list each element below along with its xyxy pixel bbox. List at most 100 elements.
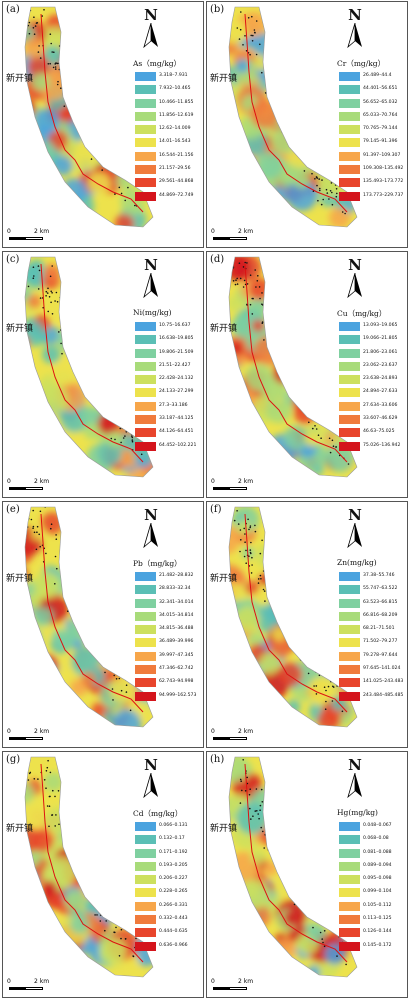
legend-item: 0.132–0.17 — [135, 834, 203, 847]
scale-distance: 2 km — [34, 728, 50, 735]
legend-range: 0.095–0.098 — [363, 876, 392, 882]
legend-item: 7.932–10.465 — [135, 84, 203, 97]
legend-swatch — [339, 861, 360, 871]
legend-item: 66.816–68.209 — [339, 611, 407, 624]
legend-swatch — [339, 665, 360, 675]
north-label: N — [348, 6, 362, 24]
legend-item: 0.171–0.192 — [135, 848, 203, 861]
legend-item: 75.026–136.942 — [339, 441, 407, 454]
legend-item: 44.401–56.651 — [339, 84, 407, 97]
legend-item: 0.444–0.635 — [135, 927, 203, 940]
map-panel-7: (g) 新开镇 N Cd（mg/kg） 0.066–0.131 0.132–0.17 0.1… — [2, 751, 204, 998]
legend-item: 79.145–91.396 — [339, 137, 407, 150]
legend-swatch — [135, 941, 156, 951]
legend-item: 68.21–71.501 — [339, 624, 407, 637]
legend-range: 44.869–72.749 — [159, 192, 194, 198]
legend-swatch — [339, 691, 360, 701]
north-arrow-icon: N — [139, 758, 163, 799]
town-label: 新开镇 — [6, 574, 34, 584]
legend-swatch — [339, 915, 360, 925]
legend-swatch — [339, 85, 360, 95]
legend-item: 12.62–14.009 — [135, 124, 203, 137]
legend-item: 37.38–55.746 — [339, 571, 407, 584]
legend-range: 0.145–0.172 — [363, 942, 392, 948]
scale-zero: 0 — [7, 478, 11, 485]
scale-zero: 0 — [7, 228, 11, 235]
legend-item: 79.278–97.644 — [339, 651, 407, 664]
legend-swatch — [135, 875, 156, 885]
legend-swatch — [135, 598, 156, 608]
legend-range: 0.048–0.067 — [363, 823, 392, 828]
legend-range: 14.01–16.543 — [159, 139, 191, 145]
legend-item: 21.157–29.56 — [135, 164, 203, 177]
legend: 21.482–28.832 28.833–32.34 32.341–34.014 34… — [135, 571, 203, 704]
legend-range: 0.089–0.094 — [363, 862, 392, 868]
scale-bar-graphic — [213, 737, 247, 740]
north-arrow-icon: N — [343, 258, 367, 299]
legend-range: 46.63–75.025 — [363, 429, 395, 435]
town-label: 新开镇 — [210, 824, 238, 834]
legend-item: 21.806–23.061 — [339, 348, 407, 361]
legend-range: 12.62–14.009 — [159, 126, 191, 132]
legend-item: 29.561–44.868 — [135, 177, 203, 190]
interpolation-map — [24, 506, 154, 728]
legend-swatch — [135, 151, 156, 161]
legend-item: 63.523–66.815 — [339, 598, 407, 611]
scale-bar-graphic — [9, 487, 43, 490]
legend-swatch — [339, 441, 360, 451]
scale-zero: 0 — [211, 228, 215, 235]
legend-title: Cr（mg/kg） — [337, 59, 386, 68]
panel-label: (a) — [6, 4, 20, 15]
town-label: 新开镇 — [6, 74, 34, 84]
legend-range: 0.068–0.08 — [363, 836, 389, 842]
legend-item: 32.341–34.014 — [135, 598, 203, 611]
legend-range: 27.634–33.606 — [363, 402, 398, 408]
legend-range: 75.026–136.942 — [363, 442, 401, 448]
legend-title: Cu（mg/kg） — [337, 309, 387, 318]
legend-item: 0.193–0.205 — [135, 861, 203, 874]
legend-item: 94.999–162.573 — [135, 691, 203, 704]
legend-swatch — [135, 441, 156, 451]
legend-swatch — [135, 178, 156, 188]
legend-swatch — [135, 638, 156, 648]
legend-swatch — [135, 415, 156, 425]
scale-bar: 0 2 km — [7, 978, 67, 994]
legend-item: 0.228–0.265 — [135, 887, 203, 900]
scale-bar: 0 2 km — [7, 228, 67, 244]
legend-range: 28.833–32.34 — [159, 586, 191, 592]
legend-swatch — [339, 138, 360, 148]
legend-swatch — [339, 322, 360, 331]
legend-title: Cd（mg/kg） — [133, 809, 183, 818]
legend-range: 0.132–0.17 — [159, 836, 185, 842]
legend-range: 3.318–7.931 — [159, 73, 188, 78]
legend-item: 71.502–79.277 — [339, 637, 407, 650]
legend-swatch — [339, 388, 360, 398]
legend-range: 71.502–79.277 — [363, 639, 398, 645]
legend-range: 23.062–23.637 — [363, 362, 398, 368]
legend: 37.38–55.746 55.747–63.522 63.523–66.815 66… — [339, 571, 407, 704]
legend-item: 44.126–64.451 — [135, 427, 203, 440]
legend-item: 19.806–21.509 — [135, 348, 203, 361]
legend-range: 10.75–16.637 — [159, 323, 191, 328]
interpolation-map — [24, 756, 154, 978]
legend-item: 0.206–0.227 — [135, 874, 203, 887]
legend-item: 56.652–65.032 — [339, 98, 407, 111]
legend-range: 10.466–11.855 — [159, 99, 194, 105]
legend-range: 70.765–79.144 — [363, 126, 398, 132]
legend-swatch — [339, 165, 360, 175]
legend-item: 65.033–70.764 — [339, 111, 407, 124]
legend-swatch — [339, 348, 360, 358]
legend-item: 0.068–0.08 — [339, 834, 407, 847]
legend-swatch — [339, 901, 360, 911]
legend-range: 33.187–44.125 — [159, 416, 194, 422]
legend-range: 0.444–0.635 — [159, 929, 188, 935]
legend-swatch — [339, 98, 360, 108]
legend-swatch — [339, 941, 360, 951]
legend-swatch — [135, 822, 156, 831]
legend-item: 0.266–0.331 — [135, 901, 203, 914]
legend: 26.489–44.4 44.401–56.651 56.652–65.032 65.… — [339, 71, 407, 204]
scale-distance: 2 km — [238, 978, 254, 985]
scale-zero: 0 — [7, 978, 11, 985]
town-label: 新开镇 — [210, 324, 238, 334]
legend-swatch — [339, 72, 360, 81]
